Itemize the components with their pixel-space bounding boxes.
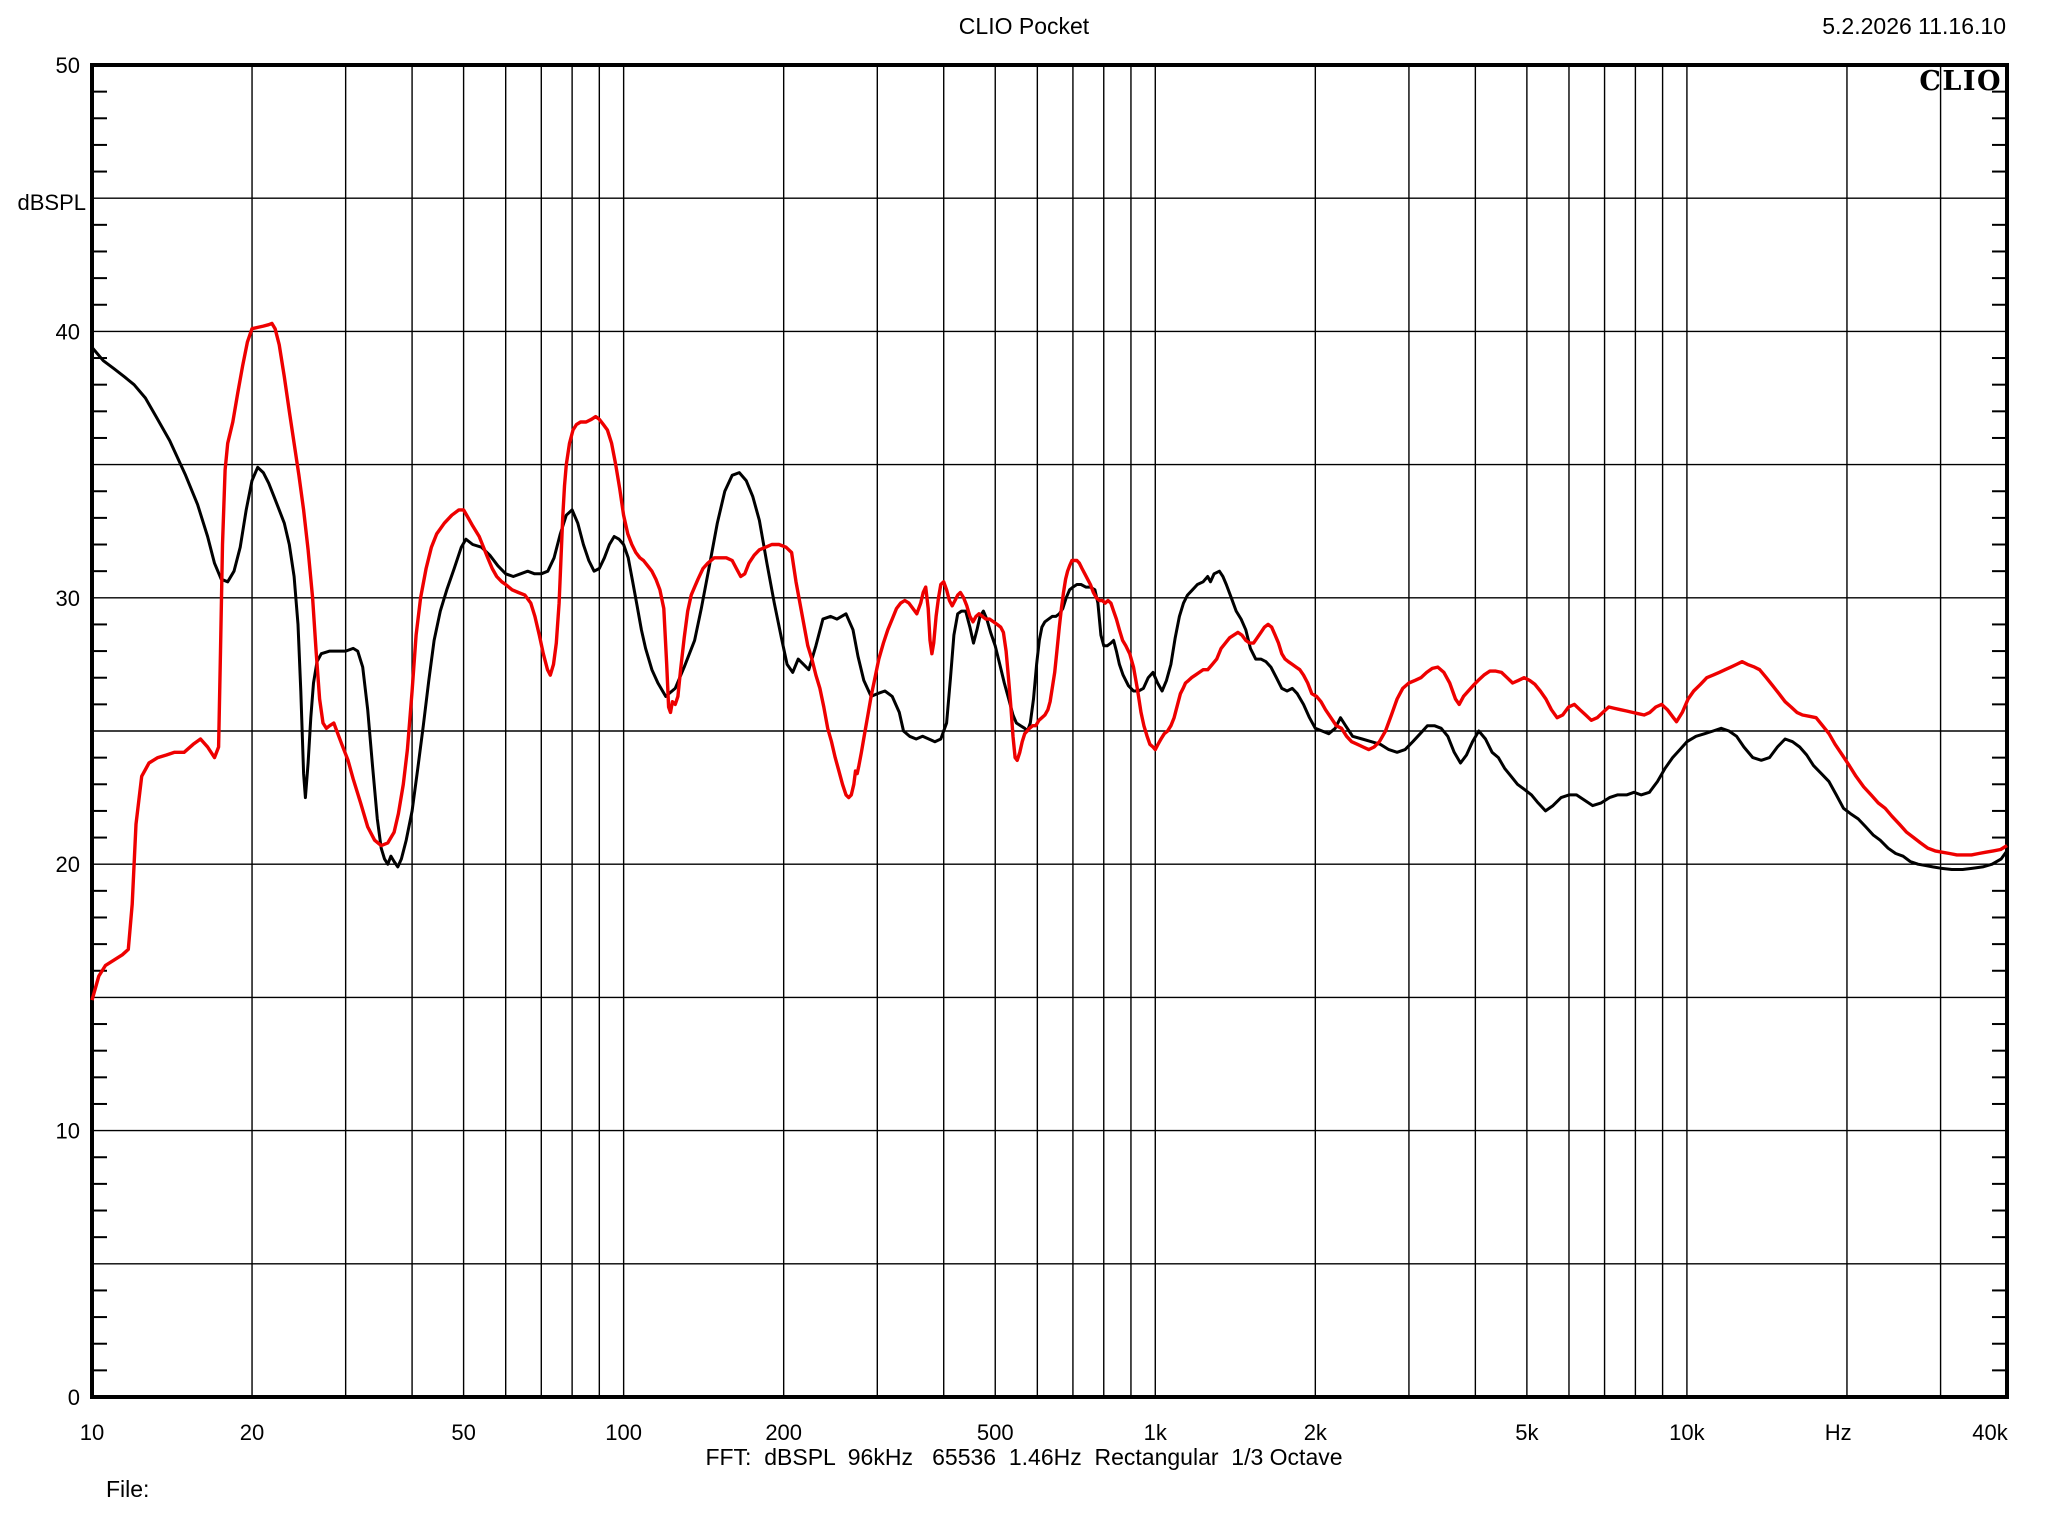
x-tick-label: 200	[765, 1420, 802, 1445]
y-tick-label: 50	[56, 53, 80, 78]
x-tick-label: 10	[80, 1420, 104, 1445]
fft-settings-caption: FFT: dBSPL 96kHz 65536 1.46Hz Rectangula…	[705, 1444, 1343, 1470]
x-tick-label: 100	[605, 1420, 642, 1445]
datetime-stamp: 5.2.2026 11.16.10	[1822, 13, 2006, 39]
plot-border	[90, 63, 2009, 1399]
black-trace	[90, 346, 2009, 871]
x-tick-label: 50	[451, 1420, 475, 1445]
red-trace	[90, 321, 2008, 1001]
x-tick-label: 2k	[1304, 1420, 1328, 1445]
y-tick-label: 10	[56, 1119, 80, 1144]
x-tick-label: Hz	[1825, 1420, 1852, 1445]
x-tick-label: 1k	[1144, 1420, 1168, 1445]
y-axis-unit-label: dBSPL	[17, 190, 87, 215]
x-tick-label: 500	[977, 1420, 1014, 1445]
x-tick-label: 40k	[1972, 1420, 2008, 1445]
y-tick-label: 20	[56, 852, 80, 877]
y-tick-label: 40	[56, 319, 80, 344]
clio-logo: CLIO	[1919, 66, 2002, 97]
file-label: File:	[106, 1476, 150, 1502]
y-tick-label: 0	[68, 1385, 80, 1410]
x-tick-label: 10k	[1669, 1420, 1705, 1445]
y-tick-label: 30	[56, 586, 80, 611]
x-tick-label: 20	[240, 1420, 264, 1445]
x-tick-label: 5k	[1515, 1420, 1539, 1445]
page-title: CLIO Pocket	[958, 13, 1090, 39]
